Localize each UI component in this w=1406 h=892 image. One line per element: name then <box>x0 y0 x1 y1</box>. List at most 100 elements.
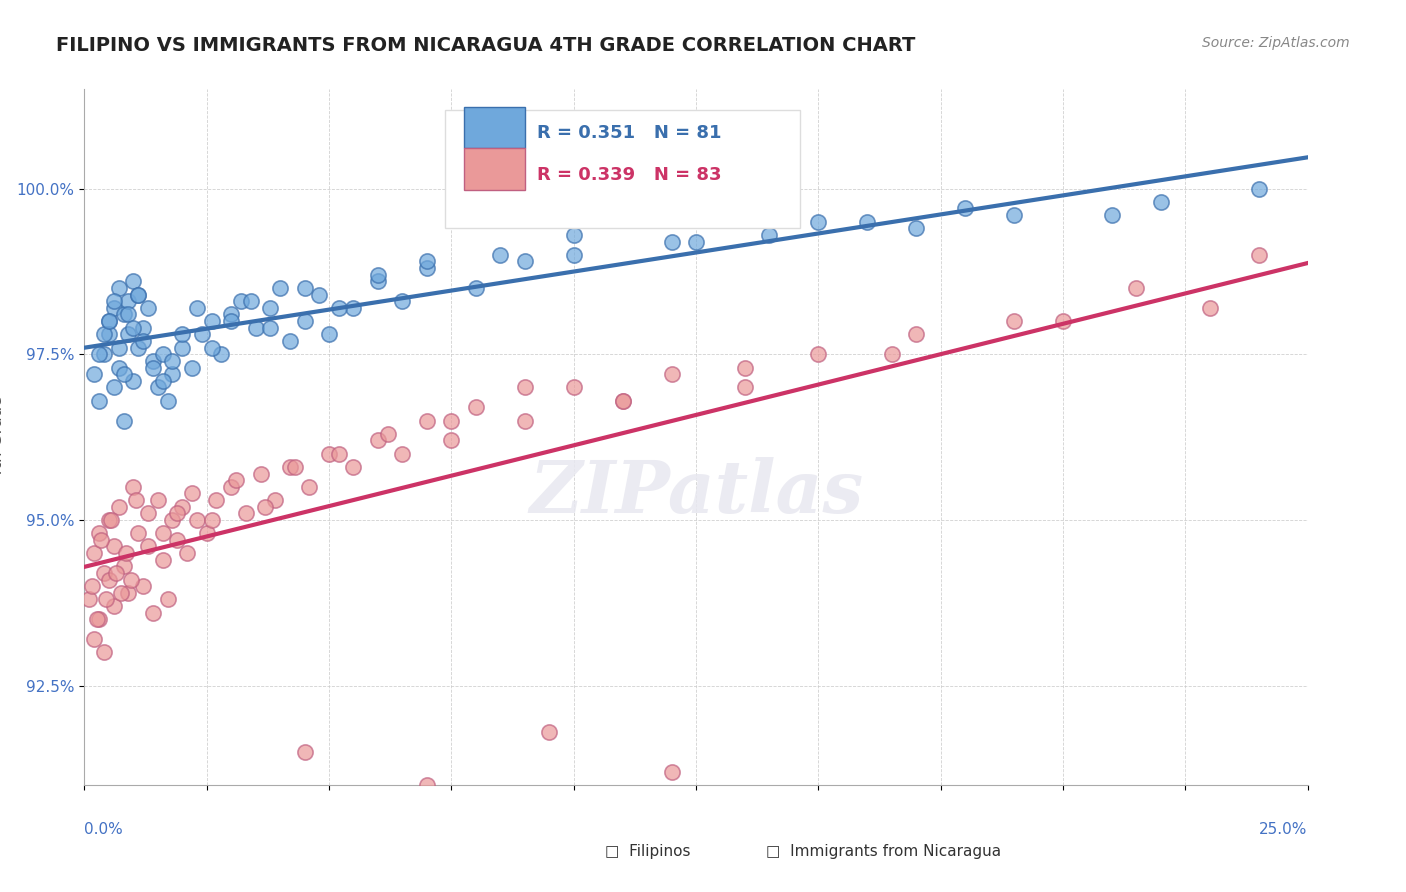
Text: Source: ZipAtlas.com: Source: ZipAtlas.com <box>1202 36 1350 50</box>
Point <box>1101 208 1123 222</box>
Point <box>538 725 561 739</box>
Point <box>905 221 928 235</box>
Y-axis label: 4th Grade: 4th Grade <box>0 395 6 479</box>
Point <box>132 579 155 593</box>
Point <box>489 248 512 262</box>
Point <box>93 645 115 659</box>
Point <box>87 393 110 408</box>
Point <box>110 586 132 600</box>
Point <box>856 215 879 229</box>
Point <box>96 592 118 607</box>
Point <box>107 341 129 355</box>
Point <box>308 287 330 301</box>
Point <box>127 287 149 301</box>
Point <box>97 573 120 587</box>
Point <box>513 254 536 268</box>
FancyBboxPatch shape <box>464 106 524 148</box>
Point <box>1002 208 1025 222</box>
Point <box>132 320 155 334</box>
Point <box>219 480 242 494</box>
Point <box>93 327 115 342</box>
Point <box>416 413 439 427</box>
Point <box>416 778 439 792</box>
Point <box>264 493 287 508</box>
Point <box>117 294 139 309</box>
Point <box>103 540 125 554</box>
Point <box>83 632 105 647</box>
Point <box>127 341 149 355</box>
Text: R = 0.339   N = 83: R = 0.339 N = 83 <box>537 166 721 184</box>
Point <box>278 334 301 348</box>
Point <box>294 281 316 295</box>
Point <box>136 301 159 315</box>
Point <box>162 354 184 368</box>
Point <box>416 254 439 268</box>
Point <box>440 413 463 427</box>
Point <box>318 447 340 461</box>
Text: FILIPINO VS IMMIGRANTS FROM NICARAGUA 4TH GRADE CORRELATION CHART: FILIPINO VS IMMIGRANTS FROM NICARAGUA 4T… <box>56 36 915 54</box>
Point <box>132 334 155 348</box>
Text: ZIPatlas: ZIPatlas <box>529 458 863 528</box>
Point <box>259 301 281 315</box>
Point <box>254 500 277 514</box>
Point <box>239 294 262 309</box>
Point <box>205 493 228 508</box>
Point <box>117 308 139 322</box>
Point <box>152 374 174 388</box>
Point <box>235 506 257 520</box>
Text: □  Immigrants from Nicaragua: □ Immigrants from Nicaragua <box>766 845 1001 859</box>
Point <box>209 347 232 361</box>
Point <box>342 459 364 474</box>
Text: 0.0%: 0.0% <box>84 822 124 837</box>
Point <box>391 294 413 309</box>
Point <box>127 526 149 541</box>
Point <box>416 261 439 276</box>
Point <box>103 599 125 613</box>
Point <box>172 327 194 342</box>
Point <box>440 434 463 448</box>
Point <box>127 287 149 301</box>
Point <box>97 314 120 328</box>
Point <box>80 579 103 593</box>
Point <box>112 559 135 574</box>
Point <box>1150 194 1173 209</box>
Point <box>367 434 389 448</box>
Point <box>83 367 105 381</box>
Point <box>112 308 135 322</box>
Point <box>152 552 174 566</box>
Point <box>122 480 145 494</box>
Point <box>200 513 222 527</box>
Point <box>162 513 184 527</box>
Point <box>328 447 350 461</box>
Point <box>294 314 316 328</box>
Point <box>1052 314 1074 328</box>
Text: 25.0%: 25.0% <box>1260 822 1308 837</box>
Point <box>1247 248 1270 262</box>
Point <box>87 612 110 626</box>
Point <box>513 380 536 394</box>
Point <box>172 500 194 514</box>
Point <box>905 327 928 342</box>
Point <box>186 513 208 527</box>
Point <box>269 281 291 295</box>
Point <box>807 347 830 361</box>
FancyBboxPatch shape <box>464 148 524 190</box>
Point <box>367 274 389 288</box>
Point <box>146 493 169 508</box>
Point <box>612 393 634 408</box>
Point <box>1247 181 1270 195</box>
Point <box>219 308 242 322</box>
Point <box>807 215 830 229</box>
Point <box>562 227 585 242</box>
Point <box>107 500 129 514</box>
Point <box>136 540 159 554</box>
Point <box>249 467 271 481</box>
Point <box>172 341 194 355</box>
Point <box>156 393 179 408</box>
Point <box>117 586 139 600</box>
Point <box>1002 314 1025 328</box>
Point <box>93 347 115 361</box>
Point <box>97 327 120 342</box>
Point <box>734 360 756 375</box>
Point <box>77 592 100 607</box>
